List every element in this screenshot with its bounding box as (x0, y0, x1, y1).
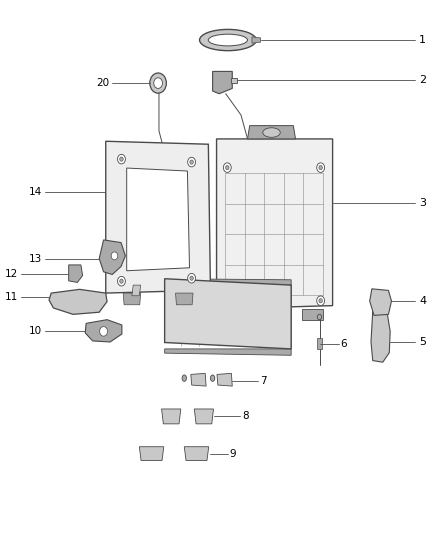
Ellipse shape (263, 128, 280, 138)
Polygon shape (370, 289, 392, 316)
Ellipse shape (208, 34, 247, 46)
Polygon shape (106, 141, 210, 293)
Ellipse shape (150, 73, 166, 93)
Text: 1: 1 (419, 35, 426, 45)
Text: 13: 13 (28, 254, 42, 263)
Polygon shape (212, 71, 232, 94)
Ellipse shape (319, 165, 322, 169)
Ellipse shape (117, 155, 125, 164)
Polygon shape (247, 126, 296, 139)
Polygon shape (127, 168, 190, 271)
Ellipse shape (226, 165, 229, 169)
Ellipse shape (318, 314, 321, 320)
Ellipse shape (127, 287, 132, 294)
Ellipse shape (160, 179, 165, 184)
Text: 9: 9 (230, 449, 236, 458)
Polygon shape (252, 37, 261, 43)
Polygon shape (184, 447, 208, 461)
Text: 8: 8 (242, 411, 248, 422)
Text: 20: 20 (96, 78, 109, 88)
Ellipse shape (317, 296, 325, 305)
Polygon shape (69, 265, 83, 282)
Polygon shape (371, 311, 390, 362)
Polygon shape (223, 309, 241, 320)
Ellipse shape (99, 327, 107, 336)
Ellipse shape (319, 298, 322, 303)
Polygon shape (216, 139, 332, 309)
Polygon shape (176, 293, 193, 305)
Text: 7: 7 (260, 376, 266, 386)
Polygon shape (165, 349, 291, 356)
Ellipse shape (120, 279, 123, 284)
Polygon shape (165, 279, 180, 343)
Text: 12: 12 (4, 269, 18, 279)
Ellipse shape (190, 160, 193, 164)
Text: 3: 3 (419, 198, 426, 208)
Text: 14: 14 (28, 187, 42, 197)
Ellipse shape (154, 78, 162, 88)
Polygon shape (276, 285, 291, 349)
Polygon shape (231, 78, 237, 83)
Polygon shape (194, 409, 213, 424)
Ellipse shape (187, 273, 195, 283)
Text: 4: 4 (419, 296, 426, 306)
Ellipse shape (187, 157, 195, 167)
Polygon shape (99, 240, 125, 274)
Ellipse shape (182, 375, 187, 381)
Polygon shape (165, 279, 291, 349)
Ellipse shape (223, 163, 231, 172)
Ellipse shape (200, 29, 256, 51)
Polygon shape (85, 320, 122, 342)
Ellipse shape (210, 375, 215, 381)
Polygon shape (165, 279, 291, 285)
Text: 2: 2 (419, 76, 426, 85)
Ellipse shape (226, 298, 229, 303)
Polygon shape (162, 409, 181, 424)
Text: 11: 11 (4, 292, 18, 302)
Polygon shape (123, 293, 141, 305)
Ellipse shape (138, 277, 143, 282)
Ellipse shape (232, 203, 237, 208)
Ellipse shape (223, 296, 231, 305)
Ellipse shape (111, 252, 118, 260)
Polygon shape (132, 285, 141, 296)
Ellipse shape (120, 157, 123, 161)
Text: 5: 5 (419, 337, 426, 347)
Polygon shape (191, 373, 206, 386)
Polygon shape (217, 373, 232, 386)
Polygon shape (49, 289, 107, 314)
Ellipse shape (190, 276, 193, 280)
Polygon shape (317, 338, 322, 349)
Text: 10: 10 (28, 326, 42, 336)
Text: 6: 6 (340, 338, 347, 349)
Ellipse shape (317, 163, 325, 172)
Polygon shape (302, 309, 323, 320)
Polygon shape (139, 447, 164, 461)
Ellipse shape (117, 277, 125, 286)
